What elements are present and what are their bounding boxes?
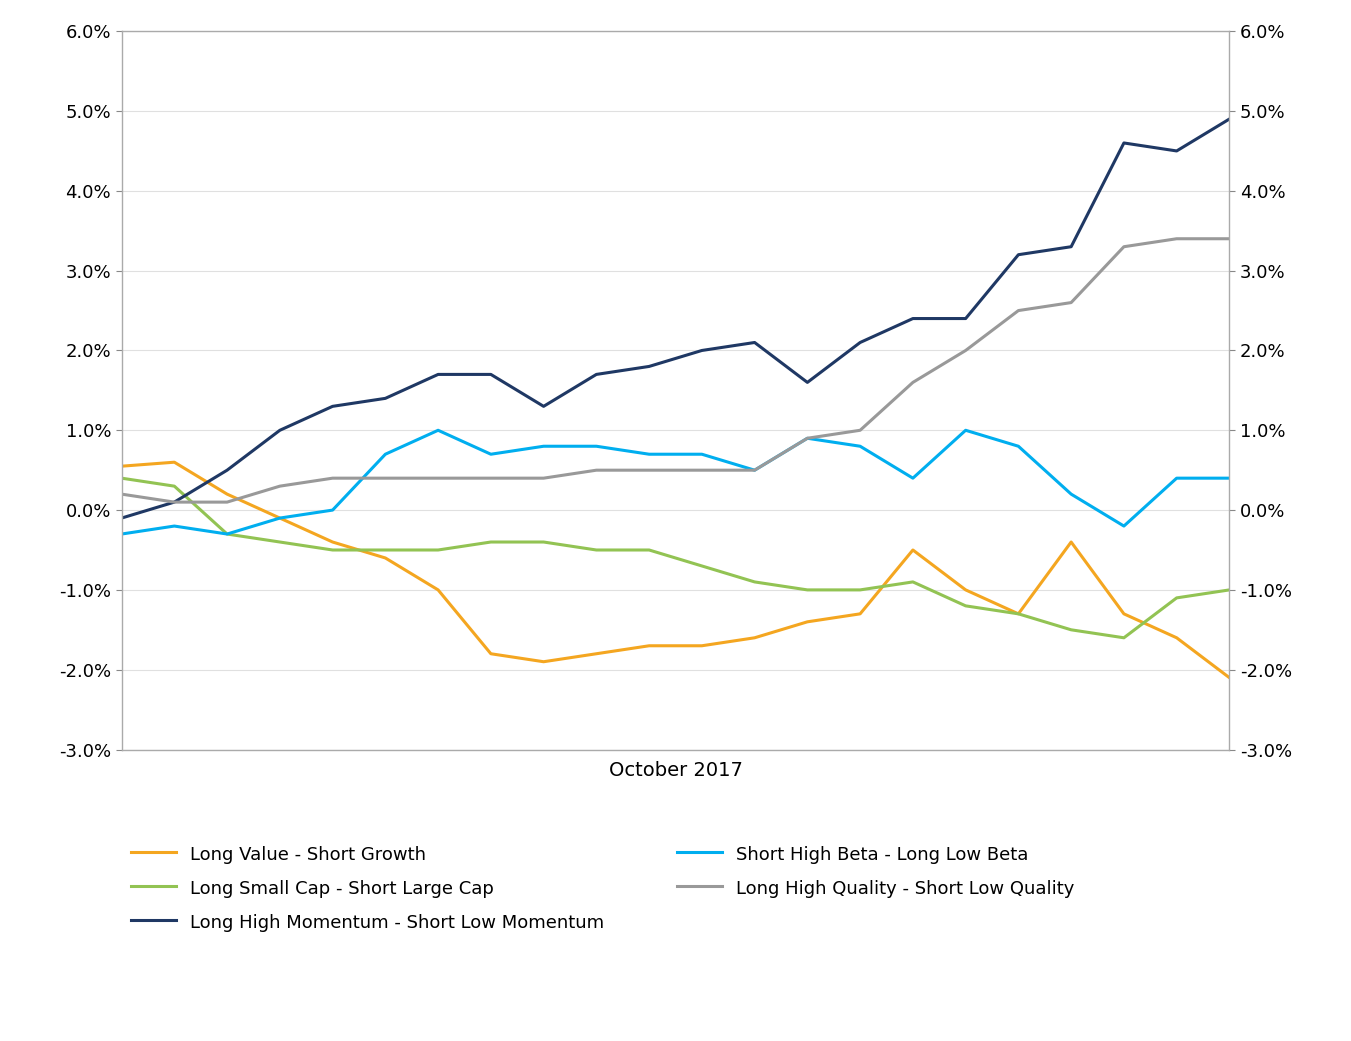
X-axis label: October 2017: October 2017	[608, 761, 743, 780]
Legend: Long Value - Short Growth, Long Small Cap - Short Large Cap, Long High Momentum : Long Value - Short Growth, Long Small Ca…	[131, 844, 1074, 932]
